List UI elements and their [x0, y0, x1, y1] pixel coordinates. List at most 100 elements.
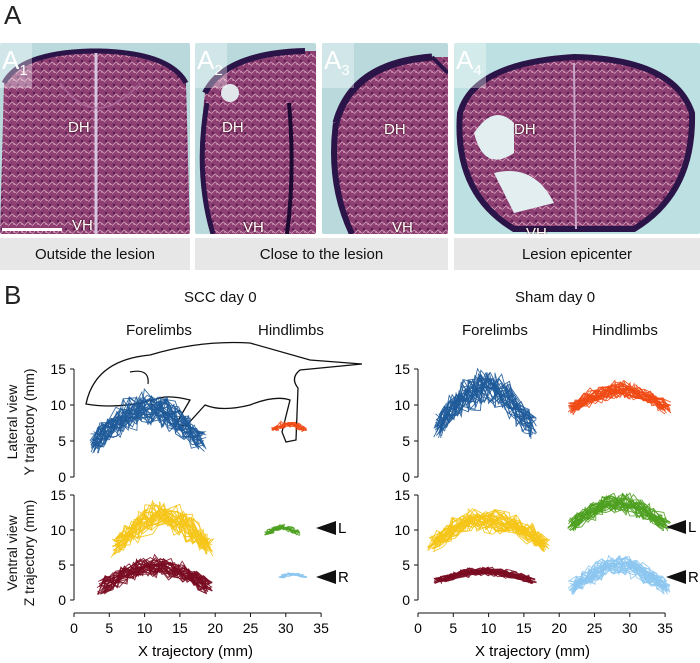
trajectory-forelimb-r — [434, 566, 533, 583]
marker-r-sham — [666, 570, 686, 584]
marker-l-scc — [316, 521, 336, 535]
x-tick-label: 10 — [481, 620, 497, 636]
x-axis-label: X trajectory (mm) — [475, 643, 590, 660]
x-tick-label: 0 — [70, 620, 78, 636]
marker-r-scc — [316, 570, 336, 584]
trajectory-forelimb-r — [435, 569, 534, 582]
x-tick-label: 35 — [313, 620, 329, 636]
y-tick-label: 5 — [58, 557, 66, 573]
trajectory-forelimb-l — [114, 508, 209, 555]
y-tick-label: 10 — [394, 397, 410, 413]
scc-hindlimbs-label: Hindlimbs — [258, 322, 324, 339]
scc-forelimbs-label: Forelimbs — [126, 322, 192, 339]
sham-hindlimbs-label: Hindlimbs — [592, 322, 658, 339]
trajectory-hindlimbs — [568, 386, 666, 410]
scc-title: SCC day 0 — [184, 289, 257, 306]
label-a3: A3 — [322, 43, 354, 88]
x-tick-label: 35 — [657, 620, 673, 636]
trajectory-hindlimbs — [567, 379, 668, 414]
y-tick-label: 15 — [394, 361, 410, 377]
x-tick-label: 5 — [449, 620, 457, 636]
label-a4: A4 — [454, 43, 486, 88]
y-tick-label: 0 — [402, 469, 410, 485]
dh-label-a3: DH — [384, 121, 406, 138]
label-a1: A1 — [0, 43, 32, 88]
trajectory-hindlimb-l — [567, 496, 667, 530]
trajectory-forelimbs — [90, 397, 201, 439]
trajectory-forelimbs — [93, 397, 205, 451]
marker-l-text-scc: L — [338, 520, 346, 537]
dh-label-a1: DH — [68, 119, 90, 136]
trajectory-hindlimb-r — [573, 559, 671, 587]
y-tick-label: 15 — [50, 361, 66, 377]
histology-a1-drawing — [0, 48, 190, 234]
trajectory-hindlimb-l — [568, 501, 670, 531]
histology-a2-drawing — [199, 48, 316, 234]
caption-lesion-epicenter: Lesion epicenter — [454, 238, 700, 270]
trajectory-forelimb-r — [97, 559, 206, 594]
trajectory-forelimb-l — [111, 507, 215, 550]
vh-label-a1: VH — [72, 217, 93, 234]
trajectory-hindlimb-l — [264, 526, 300, 535]
x-tick-label: 25 — [587, 620, 603, 636]
trajectory-hindlimb-r — [572, 555, 668, 592]
trajectory-forelimb-l — [435, 514, 546, 546]
trajectory-forelimb-r — [434, 568, 532, 584]
dh-label-a4: DH — [514, 121, 536, 138]
y-tick-label: 15 — [394, 487, 410, 503]
trajectory-forelimbs — [93, 399, 205, 453]
vh-label-a4: VH — [526, 225, 547, 234]
x-tick-label: 30 — [278, 620, 294, 636]
trajectory-forelimb-l — [115, 504, 208, 549]
histology-image-a4: A4 DH VH — [454, 43, 700, 234]
trajectory-forelimb-r — [103, 558, 213, 595]
y-tick-label: 10 — [394, 522, 410, 538]
trajectory-forelimbs — [89, 402, 204, 449]
panel-a-letter: A — [4, 0, 22, 30]
histology-image-a1: A1 DH VH — [0, 43, 190, 234]
trajectory-forelimb-l — [431, 509, 542, 550]
trajectory-hindlimbs — [573, 381, 665, 410]
trajectory-hindlimb-r — [278, 573, 308, 578]
marker-l-sham — [666, 520, 686, 534]
histology-image-a2: A2 DH VH — [195, 43, 316, 234]
trajectory-hindlimbs — [271, 421, 306, 431]
trajectory-hindlimb-l — [573, 496, 667, 531]
trajectory-forelimbs — [435, 377, 532, 436]
trajectory-forelimbs — [96, 403, 205, 441]
trajectory-forelimb-l — [427, 515, 550, 548]
dh-label-a2: DH — [222, 119, 244, 136]
x-tick-label: 15 — [172, 620, 188, 636]
panel-b-letter: B — [4, 280, 22, 310]
trajectory-hindlimb-r — [568, 558, 666, 591]
histology-a3-drawing — [331, 53, 448, 234]
trajectory-hindlimb-r — [573, 558, 670, 595]
y-tick-label: 5 — [402, 433, 410, 449]
y-tick-label: 10 — [50, 397, 66, 413]
caption-outside-lesion: Outside the lesion — [0, 238, 190, 270]
x-tick-label: 20 — [207, 620, 223, 636]
x-tick-label: 5 — [105, 620, 113, 636]
scale-bar — [2, 228, 62, 231]
x-tick-label: 10 — [137, 620, 153, 636]
x-axis-label: X trajectory (mm) — [138, 643, 253, 660]
y-tick-label: 0 — [402, 592, 410, 608]
trajectory-forelimb-r — [104, 561, 208, 590]
trajectory-hindlimb-l — [567, 500, 667, 529]
x-tick-label: 25 — [243, 620, 259, 636]
x-tick-label: 15 — [516, 620, 532, 636]
x-tick-label: 30 — [622, 620, 638, 636]
trajectory-forelimb-r — [433, 566, 530, 584]
x-tick-label: 0 — [414, 620, 422, 636]
trajectory-forelimbs — [95, 396, 205, 448]
caption-close-lesion: Close to the lesion — [195, 238, 448, 270]
y-tick-label: 10 — [50, 522, 66, 538]
trajectory-hindlimb-r — [567, 562, 665, 595]
y-tick-label: 5 — [58, 433, 66, 449]
trajectory-forelimb-r — [101, 561, 211, 590]
trajectory-forelimb-l — [433, 508, 545, 549]
trajectory-forelimbs — [95, 403, 204, 441]
trajectory-forelimb-l — [432, 514, 547, 553]
marker-l-text-sham: L — [688, 519, 696, 536]
